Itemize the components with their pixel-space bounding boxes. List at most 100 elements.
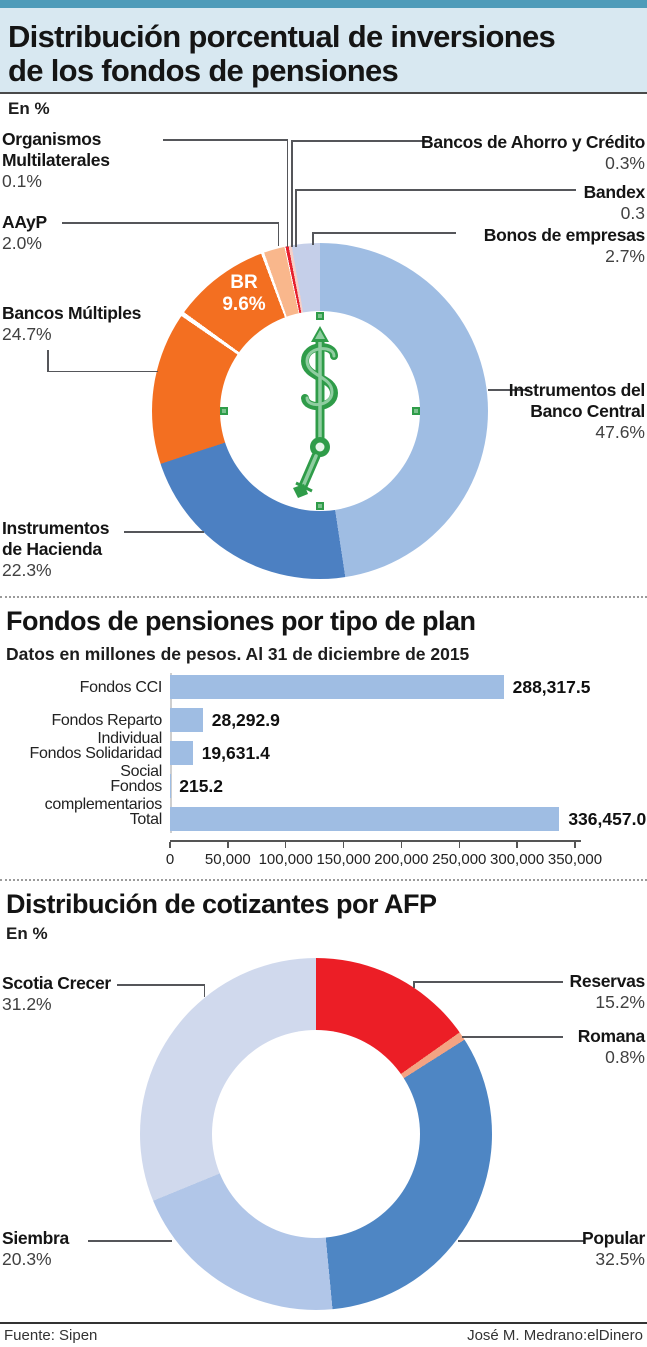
label-value: 0.1% (2, 171, 42, 191)
bar-value: 28,292.9 (211, 710, 280, 730)
label-name: Reservas (569, 971, 646, 991)
label-value: 47.6% (595, 422, 645, 442)
bar (170, 807, 560, 831)
axis-tick-label: 300,000 (490, 851, 545, 868)
bar-category: Fondos CCI (79, 679, 163, 696)
label-value: 32.5% (595, 1249, 645, 1269)
label-br-inner: BR 9.6% (204, 272, 284, 316)
label-value: 2.7% (605, 246, 645, 266)
axis-tick (284, 842, 287, 848)
leader-line (163, 139, 288, 141)
label-siembra: Siembra 20.3% (2, 1228, 122, 1270)
clock-marker-3 (412, 407, 420, 415)
leader-line (277, 222, 279, 246)
label-popular: Popular 32.5% (525, 1228, 645, 1270)
axis-tick-label: 200,000 (374, 851, 429, 868)
label-bonos-empresas: Bonos de empresas 2.7% (445, 225, 646, 267)
chart3-unit-label: En % (6, 924, 48, 943)
label-value: 15.2% (595, 992, 645, 1012)
label-name: Organismos Multilaterales (2, 129, 110, 170)
bar-row: Fondos CCI 288,317.5 (0, 675, 647, 699)
leader-line (286, 139, 288, 247)
bar-category: Fondos Solidaridad Social (29, 745, 163, 780)
bar-value: 215.2 (179, 776, 224, 796)
source-credit: Fuente: Sipen (4, 1327, 98, 1344)
bar-category: Fondos Reparto Individual (51, 712, 162, 747)
label-value: 0.3 (620, 203, 645, 223)
label-name: Instrumentos del Banco Central (508, 380, 646, 421)
page-title: Distribución porcentual de inversiones d… (0, 8, 647, 88)
label-name: Siembra (2, 1228, 69, 1248)
label-aayp: AAyP 2.0% (2, 212, 122, 254)
bar-row: Fondos Solidaridad Social 19,631.4 (0, 741, 647, 780)
clock-marker-9 (220, 407, 228, 415)
label-value: 31.2% (2, 994, 52, 1014)
label-organismos-multilaterales: Organismos Multilaterales 0.1% (2, 129, 152, 192)
label-scotia-crecer: Scotia Crecer 31.2% (2, 973, 142, 1015)
label-value: 9.6% (222, 294, 266, 315)
axis-tick (458, 842, 461, 848)
axis-tick-label: 150,000 (316, 851, 371, 868)
leader-line (295, 189, 297, 247)
label-value: 0.8% (605, 1047, 645, 1067)
label-romana: Romana 0.8% (525, 1026, 646, 1068)
section-divider (0, 879, 647, 881)
chart1-unit-label: En % (8, 99, 50, 118)
page-title-line2: de los fondos de pensiones (8, 53, 399, 88)
axis-tick (574, 842, 576, 848)
leader-line (462, 1036, 563, 1038)
axis-tick-label: 100,000 (258, 851, 313, 868)
leader-line (295, 189, 576, 191)
leader-line (62, 222, 279, 224)
label-value: 2.0% (2, 233, 42, 253)
label-name: Popular (581, 1228, 645, 1248)
bar-row: Fondos complementarios 215.2 (0, 774, 647, 813)
label-name: Bonos de empresas (483, 225, 646, 245)
label-reservas: Reservas 15.2% (525, 971, 646, 1013)
author-credit: José M. Medrano:elDinero (467, 1327, 643, 1344)
label-bancos-ahorro-credito: Bancos de Ahorro y Crédito 0.3% (405, 132, 645, 174)
bar-category: Fondos complementarios (44, 778, 163, 813)
leader-line (458, 1240, 585, 1242)
label-name: Romana (577, 1026, 646, 1046)
axis-tick (342, 842, 345, 848)
bar-row: Fondos Reparto Individual 28,292.9 (0, 708, 647, 747)
section-divider (0, 596, 647, 598)
label-bancos-multiples: Bancos Múltiples 24.7% (2, 303, 172, 345)
bar-value: 288,317.5 (512, 677, 591, 697)
bar (170, 675, 504, 699)
header-rule (0, 92, 647, 94)
label-value: 22.3% (2, 560, 52, 580)
bar-category: Total (129, 811, 163, 828)
footer-rule (0, 1322, 647, 1324)
label-name: Instrumentos de Hacienda (2, 518, 110, 559)
axis-tick (400, 842, 403, 848)
axis-tick (227, 842, 229, 848)
bar (170, 741, 193, 765)
header: Distribución porcentual de inversiones d… (0, 8, 647, 92)
leader-line (312, 232, 314, 245)
bar-chart: Fondos CCI 288,317.5 Fondos Reparto Indivi… (0, 675, 647, 835)
leader-line (117, 984, 205, 986)
leader-line (124, 531, 204, 533)
axis-tick (169, 842, 171, 848)
page-title-line1: Distribución porcentual de inversiones (8, 19, 556, 54)
axis-tick-label: 250,000 (432, 851, 487, 868)
axis-tick-label: 350,000 (547, 851, 603, 868)
axis-tick-label: 0 (165, 851, 175, 868)
bar-value: 19,631.4 (201, 743, 270, 763)
label-name: Scotia Crecer (2, 973, 111, 993)
label-value: 0.3% (605, 153, 645, 173)
leader-line (203, 984, 205, 997)
leader-line (88, 1240, 172, 1242)
leader-line (47, 370, 158, 372)
label-name: Bandex (583, 182, 646, 202)
label-bandex: Bandex 0.3 (505, 182, 646, 224)
x-axis: 0 50,000 100,000 150,000 200,000 250,000 300,0… (166, 840, 602, 870)
clock-marker-6 (316, 502, 324, 510)
leader-line (312, 232, 456, 234)
leader-line (291, 140, 293, 247)
chart2-title: Fondos de pensiones por tipo de plan (6, 606, 476, 636)
label-instrumentos-hacienda: Instrumentos de Hacienda 22.3% (2, 518, 132, 581)
bar-row: Total 336,457.0 (0, 807, 647, 831)
